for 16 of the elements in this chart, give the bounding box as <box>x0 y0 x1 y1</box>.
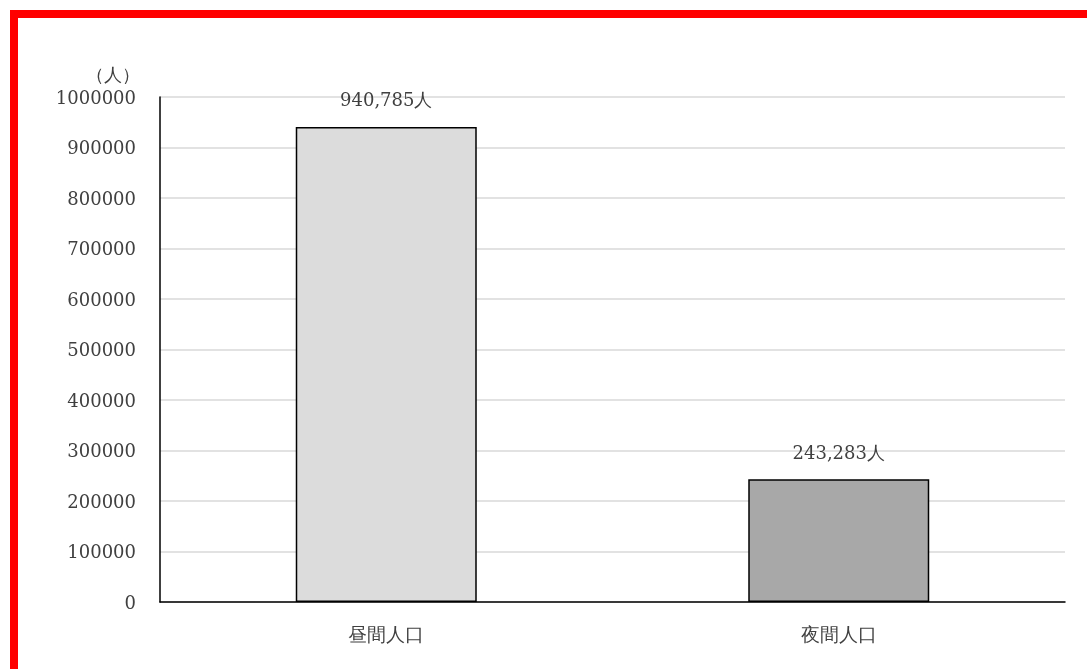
y-tick-label: 700000 <box>67 238 136 259</box>
x-tick-label: 夜間人口 <box>800 622 877 645</box>
y-tick-label: 100000 <box>67 541 136 562</box>
y-tick-label: 200000 <box>67 490 136 512</box>
data-label: 940,785人 <box>340 89 433 111</box>
y-tick-label: 500000 <box>67 339 136 360</box>
y-tick-label: 600000 <box>67 288 136 310</box>
data-label: 243,283人 <box>792 441 885 463</box>
y-tick-label: 800000 <box>67 187 136 209</box>
y-axis-title: （人） <box>86 63 140 85</box>
y-tick-label: 1000000 <box>55 86 136 108</box>
y-tick-label: 0 <box>124 591 136 613</box>
x-tick-label: 昼間人口 <box>348 622 425 645</box>
y-tick-label: 400000 <box>67 389 136 411</box>
y-tick-label: 300000 <box>67 440 136 461</box>
y-tick-label: 900000 <box>67 137 136 158</box>
